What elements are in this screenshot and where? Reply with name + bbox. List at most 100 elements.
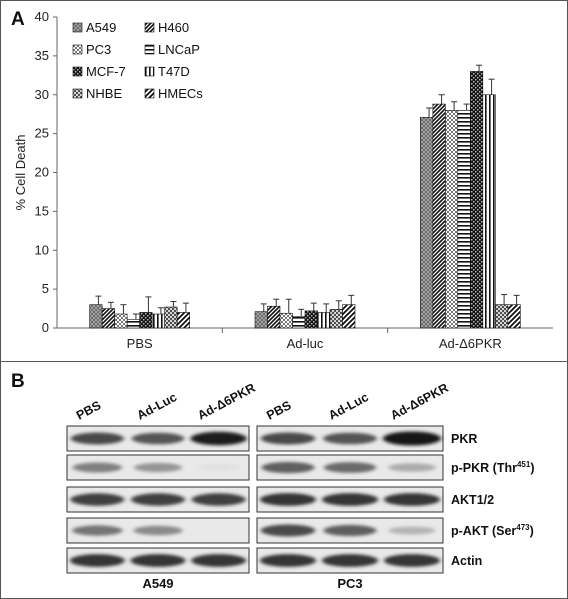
- legend-label-a549: A549: [86, 20, 116, 35]
- band: [191, 493, 246, 506]
- bar-nhbe-2: [495, 304, 509, 329]
- legend-swatch-a549: [72, 22, 83, 33]
- y-tick-label: 5: [42, 281, 49, 296]
- legend-label-h460: H460: [158, 20, 189, 35]
- legend-label-lncap: LNCaP: [158, 42, 200, 57]
- legend-swatch-mcf-7: [72, 66, 83, 77]
- bar-a549-0: [89, 304, 103, 329]
- bar-t47d-1: [317, 312, 331, 329]
- row-label-0: PKR: [451, 432, 477, 446]
- band: [260, 432, 316, 445]
- bar-pc3-2: [445, 110, 459, 329]
- x-category-label: Ad-Δ6PKR: [439, 336, 502, 351]
- bar-mcf-7-2: [470, 71, 484, 329]
- bar-hmecs-2: [507, 304, 521, 329]
- bar-chart: 0 5 10 15 20 25 30 35 40 % Cell Death PBS Ad-luc Ad-…: [13, 9, 553, 351]
- bar-pc3-1: [279, 312, 293, 329]
- band: [72, 525, 123, 536]
- legend-swatch-h460: [144, 22, 155, 33]
- panel-a-label: A: [11, 9, 25, 30]
- band: [388, 526, 436, 535]
- panel-divider: [1, 361, 567, 362]
- cell-line-label-pc3: PC3: [337, 576, 362, 591]
- band: [133, 525, 183, 536]
- band: [259, 554, 317, 567]
- bar-h460-0: [101, 308, 115, 329]
- bar-t47d-0: [151, 313, 165, 329]
- band: [130, 493, 186, 506]
- band: [321, 493, 379, 506]
- y-tick-label: 15: [35, 203, 49, 218]
- band: [323, 462, 377, 473]
- bar-pc3-0: [114, 313, 128, 329]
- band: [321, 554, 379, 567]
- band: [388, 463, 436, 472]
- y-tick-label: 35: [35, 48, 49, 63]
- band: [323, 432, 377, 445]
- legend-label-pc3: PC3: [86, 42, 111, 57]
- bar-nhbe-1: [329, 309, 343, 329]
- band: [72, 462, 123, 473]
- band: [261, 461, 315, 474]
- band: [70, 493, 125, 506]
- y-tick-label: 40: [35, 9, 49, 24]
- legend-swatch-hmecs: [144, 88, 155, 99]
- band: [197, 464, 241, 471]
- y-tick-label: 30: [35, 87, 49, 102]
- band: [131, 432, 185, 445]
- lane-label-pc3-0: PBS: [264, 398, 293, 422]
- legend-swatch-nhbe: [72, 88, 83, 99]
- bar-mcf-7-1: [304, 310, 318, 329]
- row-label-3: p-AKT (Ser473): [451, 523, 534, 538]
- western-blot: PBS Ad-Luc Ad-Δ6PKR A549 PBS Ad-Luc Ad-Δ6PKR PC…: [66, 381, 535, 591]
- x-category-label: PBS: [127, 336, 153, 351]
- bar-t47d-2: [482, 94, 496, 329]
- bar-mcf-7-0: [139, 312, 153, 329]
- x-category-label: Ad-luc: [287, 336, 324, 351]
- lane-label-pc3-2: Ad-Δ6PKR: [388, 381, 450, 423]
- bar-nhbe-0: [164, 306, 178, 329]
- row-label-4: Actin: [451, 554, 482, 568]
- legend-swatch-t47d: [144, 66, 155, 77]
- y-tick-label: 10: [35, 242, 49, 257]
- band: [323, 524, 377, 537]
- bar-lncap-0: [126, 319, 140, 329]
- legend-swatch-pc3: [72, 44, 83, 55]
- bar-a549-1: [254, 311, 268, 329]
- y-axis-label: % Cell Death: [13, 135, 28, 211]
- band: [259, 493, 317, 506]
- band: [383, 493, 441, 506]
- lane-label-a549-0: PBS: [74, 398, 103, 422]
- band: [190, 431, 247, 446]
- y-tick-label: 0: [42, 320, 49, 335]
- legend-label-hmecs: HMECs: [158, 86, 203, 101]
- bar-hmecs-1: [342, 304, 356, 329]
- bar-hmecs-0: [176, 312, 190, 329]
- legend-swatch-lncap: [144, 44, 155, 55]
- bar-h460-1: [267, 305, 281, 329]
- cell-line-label-a549: A549: [142, 576, 173, 591]
- y-tick-label: 25: [35, 126, 49, 141]
- lane-label-pc3-1: Ad-Luc: [326, 390, 371, 423]
- bar-a549-2: [420, 116, 434, 329]
- row-label-2: AKT1/2: [451, 493, 494, 507]
- band: [191, 554, 247, 567]
- panel-b-label: B: [11, 371, 25, 392]
- bar-h460-2: [432, 103, 446, 329]
- band: [130, 554, 186, 567]
- band: [69, 554, 125, 567]
- lane-label-a549-1: Ad-Luc: [135, 390, 180, 423]
- bar-lncap-1: [292, 316, 306, 329]
- bar-lncap-2: [457, 110, 471, 329]
- band: [133, 462, 183, 473]
- lane-label-a549-2: Ad-Δ6PKR: [195, 381, 257, 423]
- band: [382, 431, 442, 446]
- row-label-1: p-PKR (Thr451): [451, 460, 535, 475]
- band: [260, 524, 316, 537]
- legend-label-t47d: T47D: [158, 64, 190, 79]
- legend-label-mcf-7: MCF-7: [86, 64, 126, 79]
- y-tick-label: 20: [35, 165, 49, 180]
- legend-label-nhbe: NHBE: [86, 86, 122, 101]
- band: [70, 432, 125, 445]
